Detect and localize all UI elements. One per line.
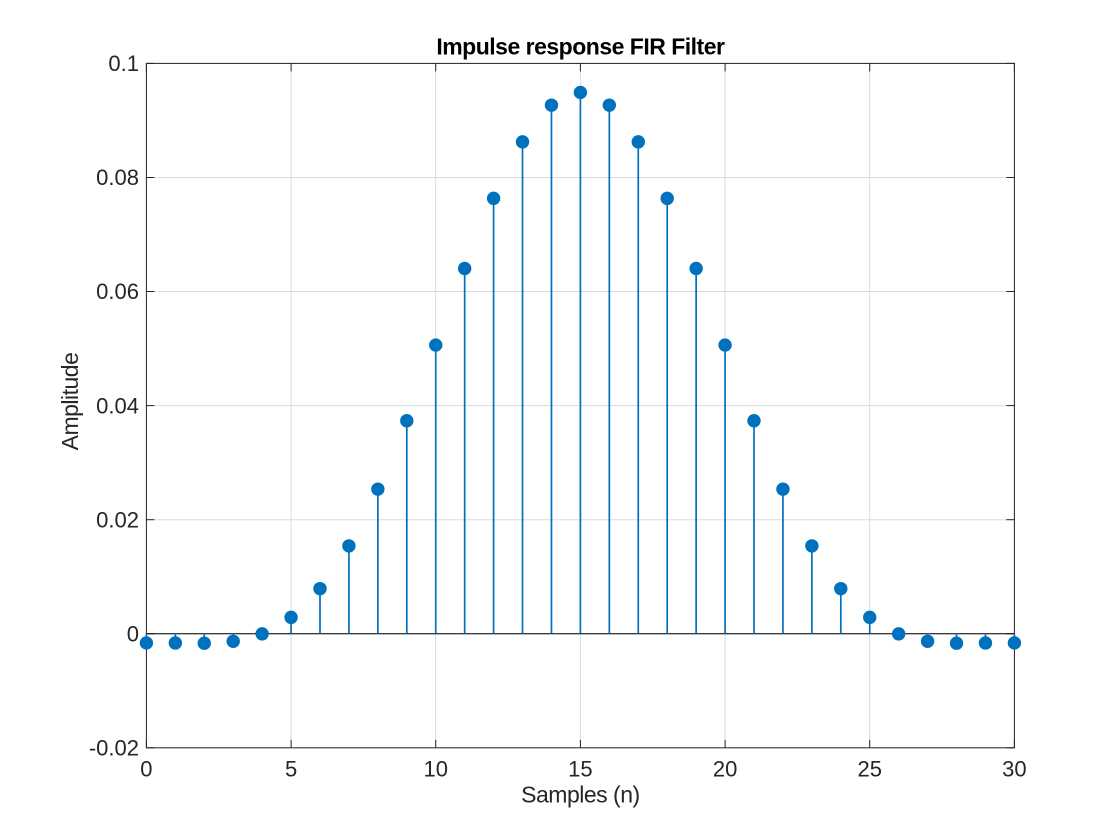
svg-text:25: 25 — [857, 757, 881, 782]
svg-text:Amplitude: Amplitude — [57, 353, 83, 451]
svg-text:0.02: 0.02 — [96, 507, 139, 532]
svg-text:0.04: 0.04 — [96, 393, 139, 418]
svg-text:30: 30 — [1002, 757, 1026, 782]
svg-text:-0.02: -0.02 — [89, 736, 139, 761]
svg-text:5: 5 — [285, 757, 297, 782]
svg-text:0.1: 0.1 — [108, 51, 139, 76]
svg-text:10: 10 — [423, 757, 447, 782]
svg-text:0: 0 — [127, 621, 139, 646]
svg-text:0: 0 — [140, 757, 152, 782]
svg-text:Impulse response FIR Filter: Impulse response FIR Filter — [436, 34, 725, 60]
svg-text:15: 15 — [568, 757, 592, 782]
svg-text:0.08: 0.08 — [96, 165, 139, 190]
svg-text:0.06: 0.06 — [96, 279, 139, 304]
svg-text:Samples (n): Samples (n) — [521, 782, 639, 808]
svg-text:20: 20 — [713, 757, 737, 782]
